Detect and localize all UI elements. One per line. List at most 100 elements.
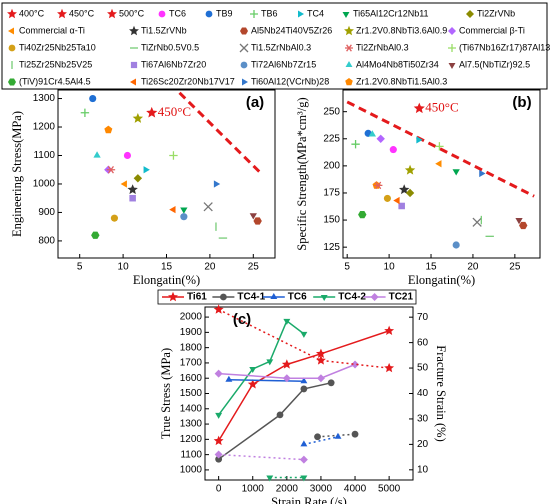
point [129, 194, 136, 202]
legend-marker [240, 61, 248, 69]
x-tick-label: 15 [161, 262, 173, 273]
legend-marker [342, 12, 350, 18]
series-point [315, 348, 326, 358]
y-tick-label: 1600 [180, 373, 203, 384]
series-line [217, 319, 305, 416]
series-point [351, 430, 359, 438]
legend-marker [448, 63, 456, 69]
legend-marker [168, 291, 178, 302]
point [358, 211, 367, 219]
legend-label: Zr1.2V0.8NbTi3.6Al0.9 [356, 25, 447, 35]
trend-line [178, 91, 262, 174]
legend-label: Ti65Al12Cr12Nb11 [353, 8, 429, 18]
y-tick-label: 250 [323, 106, 340, 117]
point [416, 136, 423, 144]
point [93, 151, 101, 158]
y-tick-label: 1800 [180, 342, 203, 353]
legend-label: Al7.5(NbTiZr)92.5 [459, 59, 530, 69]
point [127, 184, 138, 195]
point [515, 217, 523, 225]
series-point [249, 367, 257, 374]
point [399, 184, 410, 195]
legend-marker [345, 61, 353, 67]
point [143, 166, 150, 174]
series-point [282, 374, 291, 383]
x-tick-label: 2000 [276, 484, 299, 495]
legend-marker [205, 10, 213, 18]
legend-label: 400°C [19, 8, 45, 18]
y-axis-label: Specific Strength(MPa*cm³/g) [295, 97, 309, 250]
panel-label: (c) [233, 311, 251, 328]
point [120, 180, 127, 188]
legend-label: Ti61 [187, 292, 207, 303]
series-point [300, 475, 308, 482]
y2-tick-label: 10 [417, 464, 429, 475]
y-axis-label: Engineering Stress(MPa) [10, 111, 24, 237]
series-point [215, 412, 223, 419]
point [393, 196, 400, 205]
point [435, 160, 442, 168]
x-axis-label: Strain Rate (/s) [271, 495, 347, 504]
x-tick-label: 5 [344, 262, 350, 273]
y-tick-label: 800 [38, 236, 55, 247]
y-tick-label: 2000 [180, 312, 203, 323]
legend-marker [466, 10, 474, 18]
legend-marker [129, 25, 139, 36]
legend-label: TB9 [216, 8, 233, 18]
series-line [218, 308, 390, 369]
legend-marker [240, 27, 248, 35]
legend-marker [158, 10, 166, 18]
series-point [266, 359, 274, 366]
legend-label: Ti72Al6Nb7Zr15 [251, 59, 316, 69]
legend-marker [220, 293, 227, 301]
series-point [215, 455, 223, 463]
legend-marker [345, 78, 353, 86]
legend-label: TC4-1 [237, 292, 265, 303]
legend-marker [107, 8, 117, 19]
point [374, 181, 383, 190]
point [472, 217, 482, 227]
legend-marker [242, 78, 248, 86]
point [91, 231, 100, 239]
series-point [214, 450, 223, 459]
legend-label: Ti2ZrVNb [477, 8, 515, 18]
series-point [327, 379, 335, 387]
x-tick-label: 4000 [344, 484, 367, 495]
series-point [266, 475, 274, 482]
series-point [281, 359, 292, 369]
series-point [315, 355, 326, 365]
series-point [384, 325, 395, 336]
series-line [228, 378, 304, 383]
y2-axis-label: Fracture Strain (%) [434, 345, 448, 442]
y-tick-label: 1500 [180, 388, 203, 399]
point [104, 125, 113, 134]
point [180, 207, 188, 214]
x-tick-label: 10 [118, 262, 130, 273]
point [80, 108, 90, 117]
series-point [300, 385, 308, 393]
point [435, 142, 444, 151]
x-tick-label: 5000 [378, 484, 401, 495]
point [368, 130, 376, 137]
legend-label: TC4-2 [338, 292, 366, 303]
legend-label: TC21 [389, 292, 414, 303]
legend-label: 500°C [119, 8, 145, 18]
series-point [276, 411, 284, 419]
x-tick-label: 5 [77, 262, 83, 273]
legend-marker [250, 10, 258, 18]
series-point [351, 360, 360, 369]
x-tick-label: 3000 [310, 484, 333, 495]
legend-label: Zr1.2V0.8NbTi1.5Al0.3 [356, 76, 447, 86]
series-point [247, 379, 258, 389]
annotation: 450°C [425, 99, 458, 114]
series-point [334, 432, 342, 439]
y-tick-label: 200 [323, 161, 340, 172]
x-tick-label: 20 [467, 262, 479, 273]
legend-label: Ti40Zr25Nb25Ta10 [19, 42, 96, 52]
point [180, 213, 188, 221]
legend-frame [157, 289, 417, 305]
y-tick-label: 1300 [180, 419, 203, 430]
y-tick-label: 1200 [33, 122, 56, 133]
legend-marker [270, 293, 278, 299]
annotation-star [146, 106, 158, 118]
